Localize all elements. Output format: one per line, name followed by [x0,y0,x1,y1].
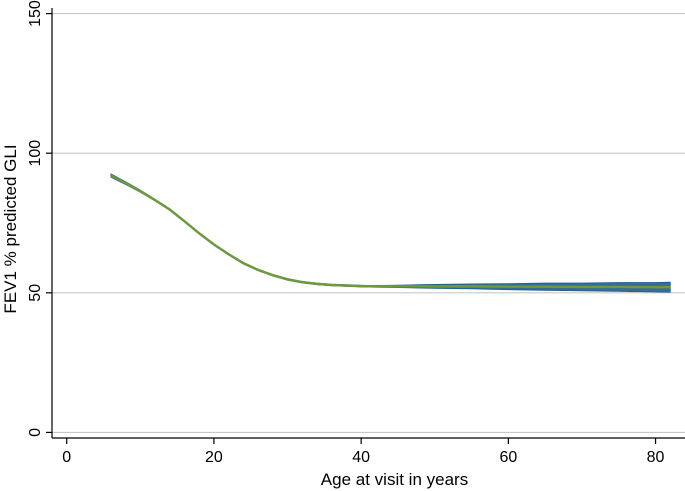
x-tick-label-0: 0 [62,449,71,466]
x-axis-title: Age at visit in years [321,470,468,489]
y-tick-label-50: 50 [27,284,44,302]
x-tick-label-60: 60 [499,449,517,466]
grid-lines [52,12,685,434]
y-axis-title: FEV1 % predicted GLI [1,144,20,313]
y-tick-label-0: 0 [27,428,44,437]
series-line-0 [110,174,671,289]
y-tick-label-150: 150 [27,0,44,27]
x-tick-label-40: 40 [352,449,370,466]
confidence-band-0 [110,173,671,293]
series-lines [110,174,671,289]
confidence-band [110,173,671,293]
axis-ticks: 0 50 100 150 0 20 40 60 80 [27,0,665,466]
x-tick-label-20: 20 [205,449,223,466]
x-tick-label-80: 80 [647,449,665,466]
y-tick-label-100: 100 [27,140,44,167]
axes [51,8,685,439]
